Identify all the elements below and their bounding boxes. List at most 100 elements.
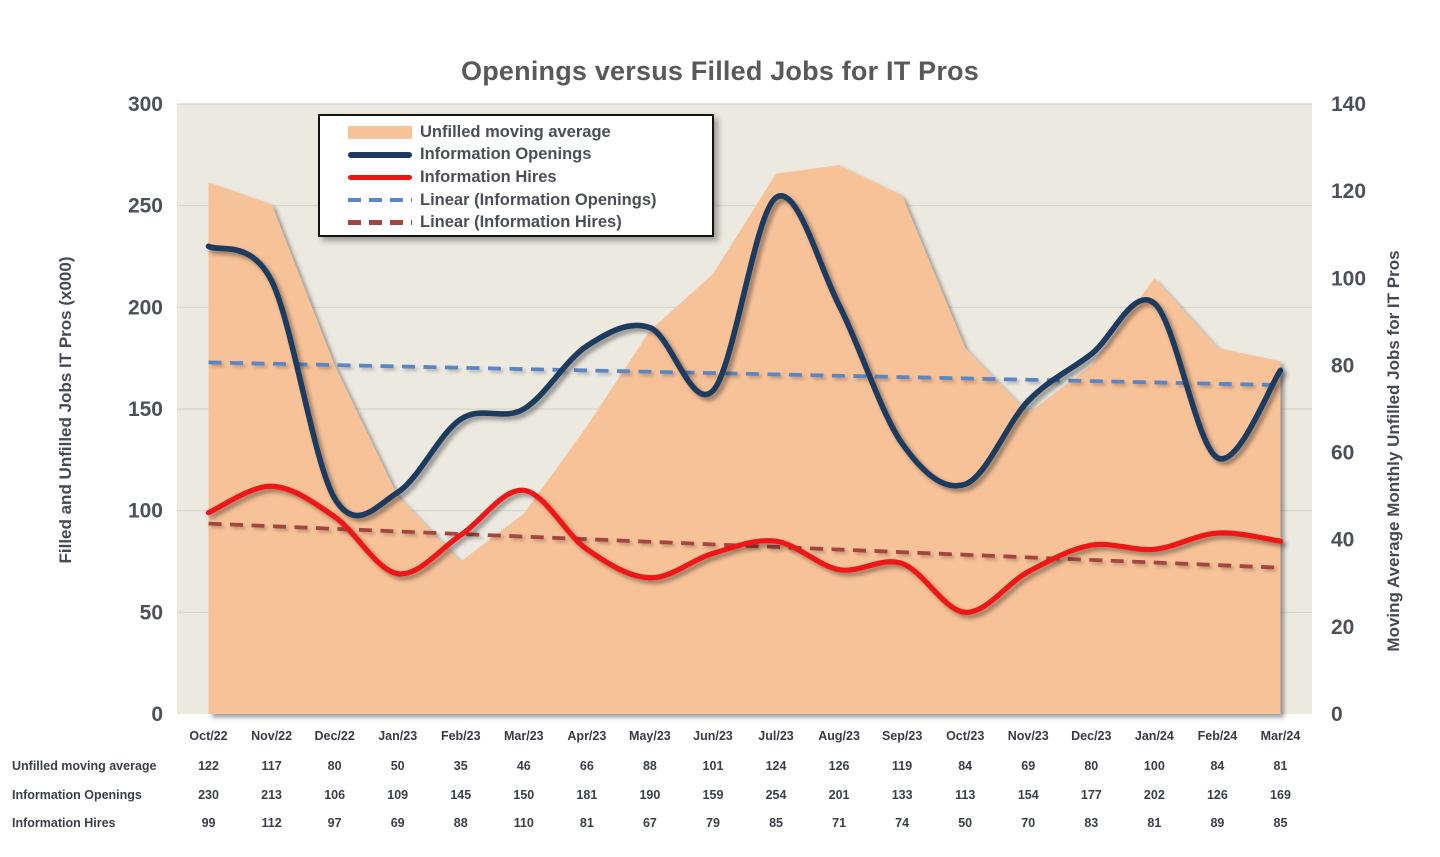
table-cell: 117	[261, 759, 282, 773]
table-cell: 88	[453, 816, 468, 830]
table-cell: 106	[324, 788, 346, 802]
table-cell: 181	[576, 788, 598, 802]
table-cell: 150	[513, 788, 535, 802]
table-cell: 97	[327, 816, 342, 830]
darkred-dash-swatch-icon	[348, 220, 412, 225]
month-label: Jan/23	[378, 729, 418, 743]
navy-line-swatch-icon	[348, 152, 412, 158]
table-cell: 133	[891, 788, 913, 802]
table-cell: 83	[1084, 816, 1099, 830]
legend-label: Information Openings	[420, 145, 592, 164]
right-axis-tick: 0	[1331, 703, 1343, 726]
table-cell: 71	[832, 816, 847, 830]
legend-item-unfilled-moving-average: Unfilled moving average	[348, 121, 712, 144]
table-cell: 69	[390, 816, 405, 830]
month-label: Sep/23	[881, 729, 923, 743]
table-cell: 177	[1080, 788, 1102, 802]
legend-label: Linear (Information Openings)	[420, 190, 657, 209]
month-label: Nov/23	[1007, 729, 1049, 743]
month-label: Feb/23	[440, 729, 481, 743]
chart-title: Openings versus Filled Jobs for IT Pros	[461, 56, 979, 86]
month-label: Aug/23	[818, 729, 860, 743]
legend-label: Linear (Information Hires)	[420, 213, 622, 232]
table-cell: 35	[453, 759, 468, 773]
right-axis-tick: 60	[1331, 442, 1354, 465]
right-axis-tick: 20	[1331, 616, 1354, 639]
table-cell: 201	[828, 788, 850, 802]
blue-dash-swatch-icon	[348, 197, 412, 203]
table-cell: 126	[828, 759, 850, 773]
table-cell: 124	[765, 759, 787, 773]
month-label: Dec/23	[1071, 729, 1112, 743]
table-cell: 50	[390, 759, 405, 773]
table-cell: 50	[958, 816, 973, 830]
right-axis-tick: 100	[1331, 267, 1366, 290]
table-cell: 66	[579, 759, 594, 773]
table-cell: 69	[1021, 759, 1036, 773]
table-row-label: Information Hires	[12, 816, 116, 830]
legend-item-linear-hires: Linear (Information Hires)	[348, 211, 712, 234]
left-axis-tick: 200	[128, 296, 163, 319]
information-openings-series	[205, 193, 1284, 519]
table-cell: 81	[1147, 816, 1162, 830]
month-label: Apr/23	[567, 729, 607, 743]
table-cell: 145	[450, 788, 472, 802]
table-cell: 190	[639, 788, 661, 802]
table-cell: 100	[1143, 759, 1165, 773]
table-cell: 230	[198, 788, 219, 802]
legend-label: Unfilled moving average	[420, 122, 611, 141]
table-cell: 202	[1143, 788, 1165, 802]
table-cell: 81	[1273, 759, 1288, 773]
month-label: Mar/23	[503, 729, 544, 743]
table-cell: 85	[1273, 816, 1288, 830]
table-cell: 101	[702, 759, 724, 773]
table-cell: 154	[1017, 788, 1039, 802]
table-cell: 119	[892, 759, 913, 773]
table-cell: 85	[769, 816, 783, 830]
legend-label: Information Hires	[420, 167, 557, 186]
month-label: Oct/23	[946, 729, 985, 743]
left-axis-tick: 50	[140, 601, 163, 624]
month-label: Nov/22	[251, 729, 293, 743]
information-hires-series	[205, 483, 1284, 615]
table-cell: 70	[1021, 816, 1036, 830]
table-cell: 74	[895, 816, 910, 830]
right-axis-tick: 120	[1331, 180, 1366, 203]
left-axis-tick: 300	[128, 93, 163, 116]
legend-item-information-hires: Information Hires	[348, 166, 712, 189]
linear-information-hires-trendline	[208, 521, 1281, 570]
legend-item-information-openings: Information Openings	[348, 144, 712, 167]
table-cell: 81	[579, 816, 594, 830]
legend-item-linear-openings: Linear (Information Openings)	[348, 189, 712, 212]
table-cell: 89	[1210, 816, 1225, 830]
right-axis-tick: 40	[1331, 529, 1354, 552]
linear-information-openings-trendline	[208, 360, 1281, 387]
table-cell: 122	[198, 759, 219, 773]
month-label: Dec/22	[314, 729, 355, 743]
legend: Unfilled moving average Information Open…	[318, 114, 714, 237]
month-label: Jan/24	[1134, 729, 1174, 743]
month-label: Jul/23	[758, 729, 794, 743]
table-cell: 84	[1210, 759, 1225, 773]
table-cell: 79	[706, 816, 720, 830]
table-cell: 112	[261, 816, 282, 830]
month-label: Feb/24	[1197, 729, 1238, 743]
area-swatch-icon	[348, 125, 412, 139]
table-row-label: Information Openings	[12, 788, 142, 802]
table-cell: 99	[201, 816, 216, 830]
unfilled-moving-average-series	[208, 165, 1281, 714]
table-cell: 113	[955, 788, 976, 802]
month-label: May/23	[629, 729, 671, 743]
table-cell: 159	[702, 788, 724, 802]
month-label: Mar/24	[1260, 729, 1301, 743]
left-axis-tick: 250	[128, 195, 163, 218]
left-axis-tick: 100	[128, 500, 163, 523]
table-cell: 84	[958, 759, 973, 773]
table-cell: 254	[765, 788, 787, 802]
month-label: Jun/23	[693, 729, 733, 743]
table-cell: 80	[1084, 759, 1099, 773]
table-row-label: Unfilled moving average	[12, 759, 157, 773]
table-cell: 67	[642, 816, 657, 830]
